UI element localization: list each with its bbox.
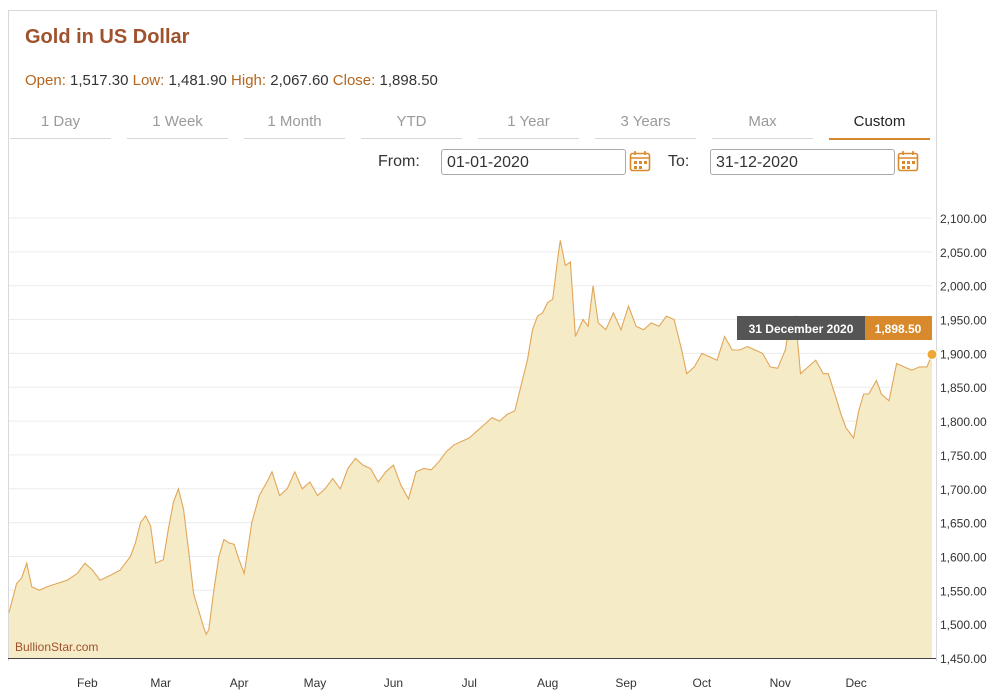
tooltip-value: 1,898.50: [875, 322, 922, 336]
range-tabs: 1 Day 1 Week 1 Month YTD 1 Year 3 Years …: [10, 108, 931, 140]
y-tick-label: 1,500.00: [940, 618, 987, 632]
last-price-marker[interactable]: [926, 348, 938, 360]
high-value: 2,067.60: [270, 72, 329, 89]
y-tick-label: 1,850.00: [940, 381, 987, 395]
x-tick-label: Mar: [150, 676, 171, 690]
x-tick-label: Apr: [230, 676, 249, 690]
x-tick-label: Jul: [462, 676, 477, 690]
x-tick-label: Nov: [770, 676, 791, 690]
x-tick-label: Aug: [537, 676, 558, 690]
y-tick-label: 1,800.00: [940, 415, 987, 429]
calendar-icon[interactable]: [629, 150, 651, 172]
high-label: High:: [231, 72, 267, 89]
tab-1-year[interactable]: 1 Year: [478, 108, 579, 139]
low-value: 1,481.90: [168, 72, 227, 89]
x-tick-label: Feb: [77, 676, 98, 690]
to-label: To:: [668, 153, 690, 170]
price-area: [9, 240, 932, 659]
y-tick-label: 2,050.00: [940, 246, 987, 260]
from-label: From:: [378, 153, 420, 170]
y-tick-label: 2,000.00: [940, 280, 987, 294]
tooltip-date-background: [737, 316, 865, 340]
open-label: Open:: [25, 72, 66, 89]
close-value: 1,898.50: [379, 72, 438, 89]
y-tick-label: 1,450.00: [940, 652, 987, 666]
y-tick-label: 1,550.00: [940, 584, 987, 598]
watermark: BullionStar.com: [15, 640, 99, 654]
tab-ytd[interactable]: YTD: [361, 108, 462, 139]
tab-custom[interactable]: Custom: [829, 108, 930, 140]
y-tick-label: 1,750.00: [940, 449, 987, 463]
calendar-icon[interactable]: [897, 150, 919, 172]
price-tooltip: 31 December 2020 1,898.50: [737, 316, 932, 340]
x-axis-labels: Feb Mar Apr May Jun Jul Aug Sep Oct Nov Dec: [77, 676, 867, 690]
low-label: Low:: [132, 72, 165, 89]
tooltip-date: 31 December 2020: [749, 322, 854, 336]
x-tick-label: Oct: [693, 676, 712, 690]
price-line: [8, 240, 933, 636]
tooltip-value-background: [865, 316, 932, 340]
x-tick-label: Sep: [615, 676, 637, 690]
tab-1-month[interactable]: 1 Month: [244, 108, 345, 139]
chart-title: Gold in US Dollar: [25, 26, 190, 48]
y-tick-label: 1,650.00: [940, 517, 987, 531]
tab-1-week[interactable]: 1 Week: [127, 108, 228, 139]
y-tick-label: 2,100.00: [940, 212, 987, 226]
x-tick-label: Jun: [384, 676, 403, 690]
y-tick-label: 1,600.00: [940, 550, 987, 564]
y-tick-label: 1,700.00: [940, 483, 987, 497]
tab-max[interactable]: Max: [712, 108, 813, 139]
from-date-input[interactable]: 01-01-2020: [441, 149, 626, 175]
x-tick-label: May: [304, 676, 327, 690]
y-tick-label: 1,950.00: [940, 314, 987, 328]
open-value: 1,517.30: [70, 72, 129, 89]
tab-3-years[interactable]: 3 Years: [595, 108, 696, 139]
y-tick-label: 1,900.00: [940, 347, 987, 361]
x-tick-label: Dec: [845, 676, 866, 690]
tab-1-day[interactable]: 1 Day: [10, 108, 111, 139]
y-axis-labels: 2,100.00 2,050.00 2,000.00 1,950.00 1,900.00…: [940, 212, 987, 666]
to-date-input[interactable]: 31-12-2020: [710, 149, 895, 175]
ohlc-summary: Open: 1,517.30 Low: 1,481.90 High: 2,067…: [25, 72, 438, 89]
close-label: Close:: [332, 72, 376, 89]
